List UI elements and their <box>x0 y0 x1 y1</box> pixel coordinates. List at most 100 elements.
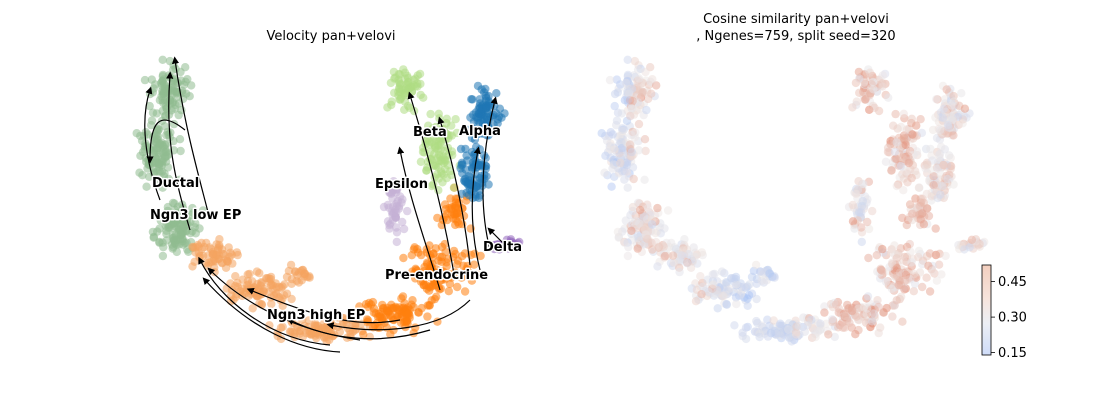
cell-point <box>166 128 175 137</box>
cell-point <box>161 111 170 121</box>
similarity-point <box>852 97 861 106</box>
similarity-point <box>824 330 833 339</box>
similarity-point <box>888 312 897 321</box>
similarity-point <box>881 157 891 166</box>
streamline <box>171 56 211 221</box>
similarity-point <box>642 105 651 115</box>
similarity-point <box>887 166 896 175</box>
similarity-point <box>627 147 636 157</box>
similarity-point <box>631 217 640 226</box>
cell-point <box>151 158 160 168</box>
similarity-point <box>934 260 944 269</box>
cell-point <box>158 86 167 96</box>
similarity-point <box>632 91 641 100</box>
similarity-point <box>625 140 635 149</box>
similarity-point <box>704 287 713 297</box>
cell-point <box>359 330 368 339</box>
cell-point <box>464 172 473 181</box>
similarity-point <box>634 119 644 129</box>
similarity-point <box>926 144 935 154</box>
similarity-point <box>623 251 633 261</box>
similarity-point <box>878 71 887 80</box>
streamline <box>471 146 481 271</box>
similarity-point <box>651 229 660 238</box>
cell-point <box>427 271 437 281</box>
cell-point <box>165 56 175 66</box>
cell-point <box>167 91 176 100</box>
similarity-point <box>652 81 661 90</box>
cell-point <box>267 299 276 309</box>
cell-point <box>158 183 167 192</box>
similarity-point <box>947 112 956 122</box>
streamline <box>246 287 401 324</box>
cell-point <box>387 312 396 321</box>
similarity-point <box>867 317 877 326</box>
cell-point <box>386 330 395 339</box>
similarity-point <box>815 326 824 335</box>
similarity-point <box>648 75 657 84</box>
cell-point <box>414 308 423 317</box>
similarity-point <box>634 146 644 155</box>
left-point-cloud <box>132 55 524 346</box>
cell-point <box>482 101 491 110</box>
cell-point <box>152 109 161 118</box>
similarity-point <box>697 290 706 299</box>
similarity-point <box>922 273 931 282</box>
cell-point <box>187 81 196 90</box>
similarity-point <box>668 251 678 260</box>
similarity-point <box>919 220 929 229</box>
cell-point <box>350 326 359 335</box>
similarity-point <box>892 271 902 281</box>
streamline <box>144 86 161 201</box>
similarity-point <box>912 203 922 212</box>
cell-point <box>168 244 177 253</box>
similarity-point <box>936 126 945 135</box>
similarity-point <box>747 272 757 282</box>
cell-point <box>298 332 308 341</box>
similarity-point <box>769 326 778 335</box>
similarity-point <box>949 180 958 189</box>
cell-point <box>399 224 409 234</box>
similarity-point <box>967 235 977 244</box>
cell-point <box>163 163 173 172</box>
similarity-point <box>717 267 727 276</box>
cell-point <box>400 68 410 77</box>
streamline <box>437 116 471 266</box>
cell-point <box>158 70 168 80</box>
similarity-point <box>640 175 649 184</box>
similarity-point <box>698 282 707 291</box>
similarity-point <box>863 292 873 301</box>
similarity-point <box>690 252 699 261</box>
similarity-point <box>710 269 719 279</box>
similarity-point <box>891 109 900 119</box>
similarity-point <box>924 211 934 221</box>
velocity-streamlines <box>144 56 506 353</box>
cell-point <box>474 104 483 114</box>
similarity-point <box>852 312 861 321</box>
cell-point <box>452 128 462 138</box>
similarity-point <box>741 323 751 332</box>
cell-point <box>264 274 274 283</box>
similarity-point <box>937 270 946 279</box>
similarity-point <box>622 78 631 88</box>
similarity-point <box>784 325 793 334</box>
cell-point <box>444 287 453 296</box>
cell-point <box>182 89 191 98</box>
cell-point <box>477 85 486 94</box>
cell-point <box>155 238 164 247</box>
similarity-point <box>830 332 839 342</box>
similarity-point <box>623 86 632 96</box>
colorbar-gradient <box>981 264 992 356</box>
cell-point <box>142 182 151 191</box>
similarity-point <box>752 316 761 326</box>
cell-point <box>413 266 422 275</box>
similarity-point <box>916 115 925 124</box>
cell-point <box>282 272 292 282</box>
cell-point <box>355 308 364 317</box>
cell-point <box>466 113 475 122</box>
similarity-point <box>869 309 878 318</box>
similarity-point <box>628 96 637 106</box>
cell-point <box>225 252 234 261</box>
similarity-point <box>909 270 919 279</box>
right-point-cloud <box>597 55 989 346</box>
